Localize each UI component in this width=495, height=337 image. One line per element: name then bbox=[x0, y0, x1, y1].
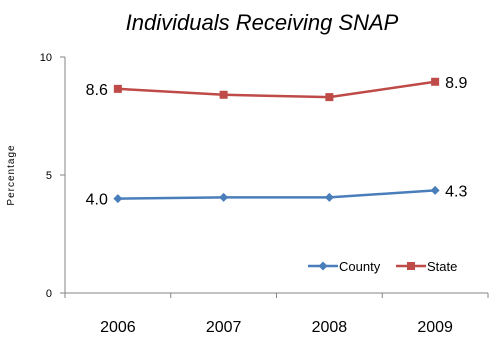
y-axis-label: Percentage bbox=[6, 144, 17, 205]
y-tick-label: 5 bbox=[46, 170, 52, 182]
x-tick-label: 2007 bbox=[206, 319, 242, 336]
y-tick-label: 10 bbox=[40, 52, 52, 64]
legend-marker-state bbox=[407, 262, 415, 270]
data-label-state-first: 8.6 bbox=[86, 82, 108, 99]
data-point-county bbox=[113, 194, 123, 204]
series-group bbox=[113, 77, 440, 204]
data-point-state bbox=[325, 93, 334, 102]
data-point-state bbox=[431, 77, 440, 86]
data-labels: 4.0 4.3 8.6 8.9 bbox=[86, 75, 468, 209]
x-tick-label: 2008 bbox=[312, 319, 348, 336]
y-tick-label: 0 bbox=[46, 288, 52, 300]
legend: County State bbox=[308, 259, 457, 274]
legend-label-county: County bbox=[339, 259, 381, 274]
data-point-state bbox=[113, 84, 122, 93]
x-tick-label: 2009 bbox=[417, 319, 453, 336]
series-line-state bbox=[117, 80, 436, 99]
chart-title: Individuals Receiving SNAP bbox=[126, 10, 399, 35]
data-point-county bbox=[324, 192, 334, 202]
x-tick-label: 2006 bbox=[100, 319, 136, 336]
data-label-county-last: 4.3 bbox=[445, 183, 467, 200]
data-point-county bbox=[430, 185, 440, 195]
legend-label-state: State bbox=[427, 259, 457, 274]
legend-marker-county bbox=[318, 261, 328, 271]
axes: 0 5 10 2006 2007 2008 2009 bbox=[40, 52, 489, 336]
data-point-county bbox=[219, 192, 229, 202]
data-point-state bbox=[219, 90, 228, 99]
data-label-state-last: 8.9 bbox=[445, 75, 467, 92]
data-label-county-first: 4.0 bbox=[86, 192, 108, 209]
series-line-county bbox=[117, 189, 436, 200]
